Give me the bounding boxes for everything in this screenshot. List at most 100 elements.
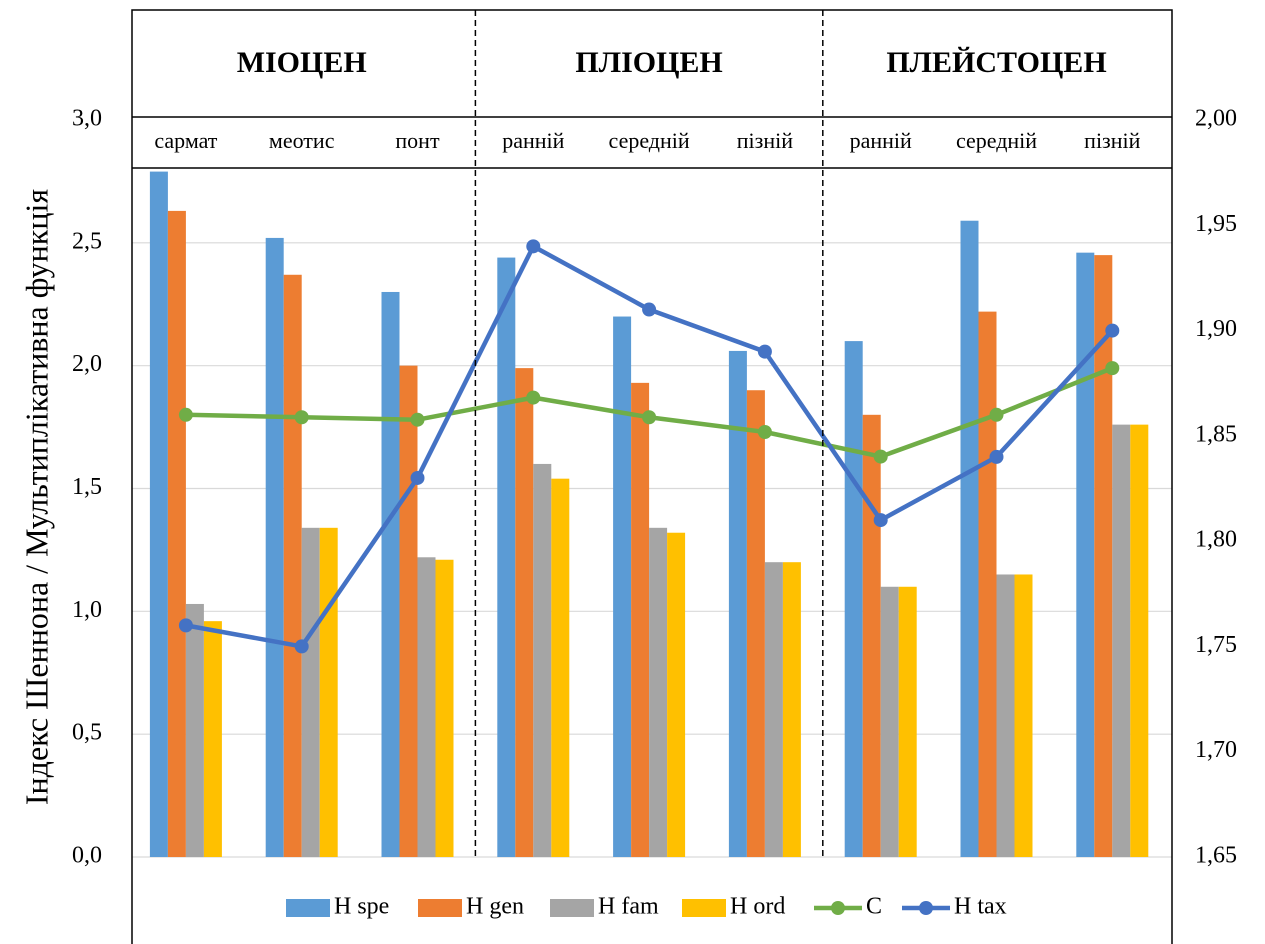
- y-tick-label: 2,0: [72, 351, 102, 377]
- bar: [149, 171, 168, 858]
- line-marker: [757, 344, 772, 359]
- bar: [551, 478, 570, 857]
- line-marker: [1105, 361, 1120, 376]
- line-marker: [410, 470, 425, 485]
- y-tick-label: 1,5: [72, 474, 102, 500]
- y2-tick-label: 2,00: [1195, 106, 1237, 132]
- bar: [167, 210, 186, 857]
- x-tick-label: ранній: [502, 128, 564, 153]
- bar: [1112, 424, 1131, 857]
- line-marker: [642, 410, 657, 425]
- frame: [131, 9, 1173, 944]
- period-label: ПЛІОЦЕН: [575, 46, 722, 79]
- legend-marker: [919, 901, 933, 915]
- bar: [185, 603, 204, 857]
- bar: [399, 365, 418, 857]
- bar: [1094, 255, 1113, 857]
- bar: [301, 527, 320, 857]
- legend-swatch: [418, 899, 462, 917]
- line-marker: [989, 407, 1004, 422]
- legend-label: H gen: [466, 894, 524, 920]
- legend-marker: [831, 901, 845, 915]
- y-tick-label: 1,0: [72, 597, 102, 623]
- bar: [862, 414, 881, 857]
- legend-label: H spe: [334, 894, 389, 920]
- bar: [728, 350, 747, 857]
- bar: [746, 390, 765, 857]
- bar: [1014, 574, 1033, 857]
- x-tick-label: пізній: [1084, 128, 1140, 153]
- y2-tick-label: 1,75: [1195, 632, 1237, 658]
- bar: [898, 586, 917, 857]
- legend-label: H fam: [598, 894, 659, 920]
- bar: [960, 220, 979, 857]
- legend-item: C: [814, 894, 882, 920]
- y-tick-label: 0,5: [72, 720, 102, 746]
- bar: [667, 532, 686, 857]
- bar: [1076, 252, 1095, 857]
- legend-item: H fam: [550, 894, 659, 920]
- y2-tick-label: 1,95: [1195, 211, 1237, 237]
- lines: [178, 239, 1120, 654]
- period-label: МІОЦЕН: [237, 46, 367, 79]
- legend-label: H tax: [954, 894, 1007, 920]
- bar: [880, 586, 899, 857]
- bar: [1130, 424, 1149, 857]
- line-marker: [294, 639, 309, 654]
- x-tick-label: ранній: [850, 128, 912, 153]
- y-tick-label: 2,5: [72, 228, 102, 254]
- line-marker: [294, 410, 309, 425]
- line-marker: [526, 239, 541, 254]
- bar: [497, 257, 516, 857]
- y-tick-label: 0,0: [72, 843, 102, 869]
- x-tick-label: меотис: [269, 128, 335, 153]
- x-tick-label: понт: [395, 128, 440, 153]
- bar: [631, 382, 650, 857]
- legend-item: H spe: [286, 894, 389, 920]
- bar: [782, 562, 801, 857]
- legend-label: C: [866, 894, 882, 920]
- line-marker: [410, 412, 425, 427]
- labels: 0,0 0,5 1,0 1,5 2,0 2,5 3,0 1,65 1,70 1,75 1,80 1,8…: [72, 46, 1237, 920]
- bar: [649, 527, 668, 857]
- legend-swatch: [550, 899, 594, 917]
- bar: [996, 574, 1015, 857]
- line-marker: [873, 449, 888, 464]
- legend-item: H gen: [418, 894, 524, 920]
- bar: [381, 291, 400, 857]
- line-marker: [1105, 323, 1120, 338]
- period-label: ПЛЕЙСТОЦЕН: [886, 46, 1106, 79]
- legend-swatch: [682, 899, 726, 917]
- bar: [203, 621, 222, 857]
- bar: [533, 463, 552, 857]
- bar: [435, 559, 454, 857]
- bar: [265, 237, 284, 858]
- legend-item: H tax: [902, 894, 1007, 920]
- x-tick-label: середній: [609, 128, 690, 153]
- x-tick-label: пізній: [737, 128, 793, 153]
- x-tick-label: сармат: [154, 128, 217, 153]
- line-marker: [642, 302, 657, 317]
- bars: [149, 171, 1149, 858]
- y2-tick-label: 1,70: [1195, 737, 1237, 763]
- y2-tick-label: 1,90: [1195, 316, 1237, 342]
- line-marker: [178, 407, 193, 422]
- bar: [417, 557, 436, 857]
- y-axis-label: Індекс Шеннона / Мультиплікативна функці…: [18, 189, 54, 805]
- line-marker: [178, 618, 193, 633]
- y2-tick-label: 1,85: [1195, 421, 1237, 447]
- bar: [515, 368, 534, 857]
- y-tick-label: 3,0: [72, 106, 102, 132]
- line-marker: [873, 513, 888, 528]
- bar: [319, 527, 338, 857]
- line-marker: [757, 424, 772, 439]
- bar: [844, 341, 863, 858]
- line-marker: [526, 390, 541, 405]
- legend-swatch: [286, 899, 330, 917]
- bar: [283, 274, 302, 857]
- y2-tick-label: 1,80: [1195, 527, 1237, 553]
- line-marker: [989, 449, 1004, 464]
- y2-tick-label: 1,65: [1195, 843, 1237, 869]
- bar: [764, 562, 783, 857]
